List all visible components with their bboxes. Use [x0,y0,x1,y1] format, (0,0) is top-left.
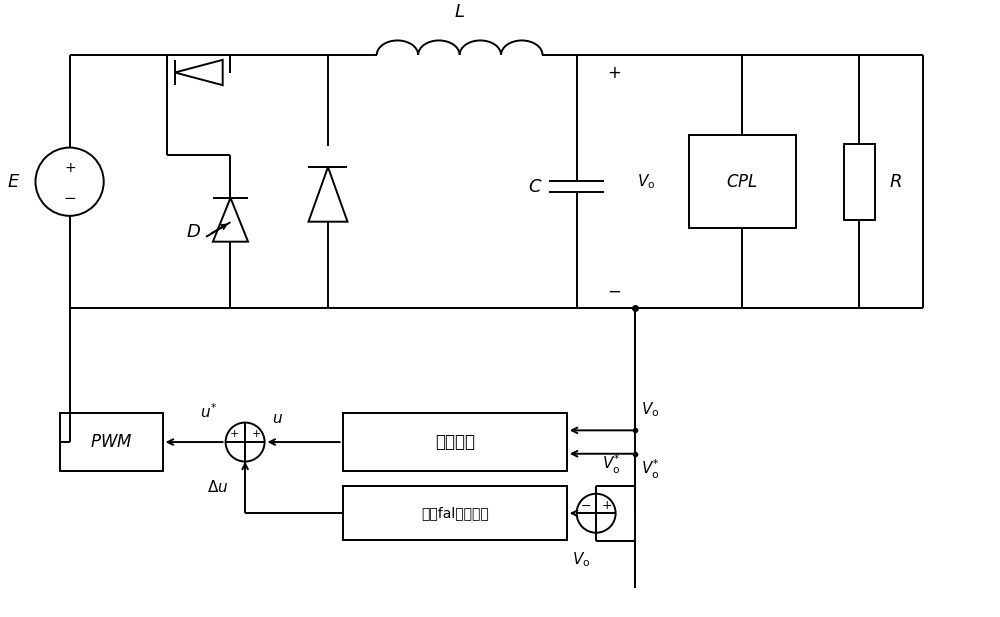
Text: $+$: $+$ [229,428,239,439]
Text: $+$: $+$ [64,161,76,175]
Text: $CPL$: $CPL$ [726,173,758,191]
Text: $u$: $u$ [272,412,283,426]
Bar [689,135,796,228]
Text: $PWM$: $PWM$ [90,433,133,451]
Text: 基于fal函数积分: 基于fal函数积分 [421,506,489,520]
Bar [343,486,567,540]
Text: $u^{*}$: $u^{*}$ [200,402,218,421]
Text: 无源控制: 无源控制 [435,433,475,451]
Text: $V_{\rm o}$: $V_{\rm o}$ [572,550,590,569]
Text: $-$: $-$ [63,189,76,204]
Text: $-$: $-$ [607,282,621,300]
Text: $V_{\rm o}^{*}$: $V_{\rm o}^{*}$ [641,458,660,481]
Text: $D$: $D$ [186,223,201,241]
Text: $V_{\rm o}$: $V_{\rm o}$ [641,400,659,419]
Text: $+$: $+$ [601,499,612,511]
Bar [343,413,567,471]
Text: $+$: $+$ [251,428,261,439]
Text: $-$: $-$ [580,499,591,511]
Text: $V_{\rm o}^{*}$: $V_{\rm o}^{*}$ [602,453,621,476]
Text: $E$: $E$ [7,173,21,191]
Text: $V_{\rm o}$: $V_{\rm o}$ [637,172,656,191]
Bar [844,144,875,220]
Text: $L$: $L$ [454,3,465,21]
Text: $+$: $+$ [607,64,621,81]
Text: $R$: $R$ [889,173,901,191]
Bar [60,413,163,471]
Text: $C$: $C$ [528,178,543,196]
Text: $\Delta u$: $\Delta u$ [207,479,229,495]
